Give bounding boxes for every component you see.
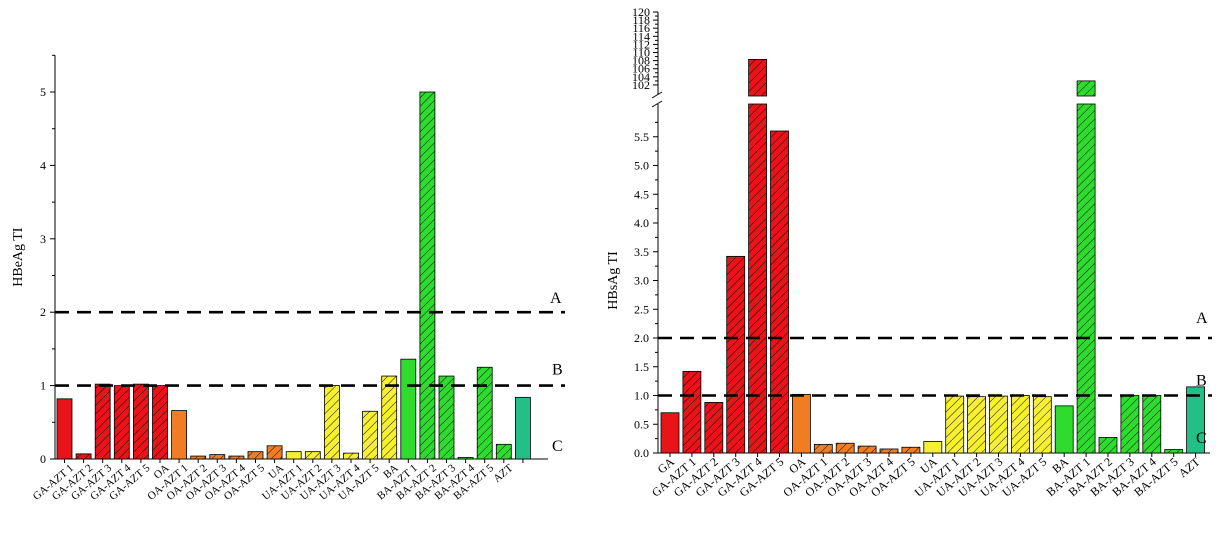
bar-hatch-left-ua-azt-4 [362, 411, 378, 459]
bar-hatch-right-ga-azt-1 [682, 371, 701, 453]
bar-hatch-right-ba-azt-1 [1077, 104, 1096, 453]
y-tick-label: 3.0 [634, 274, 649, 288]
axis-break-mark [651, 100, 663, 108]
y-axis-title: HBsAg TI [606, 251, 621, 310]
bar-hatch-left-ua-azt-1 [305, 451, 321, 459]
reference-label-a: A [1196, 310, 1208, 327]
y-tick-label: 110 [632, 46, 650, 60]
y-tick-label: 0 [40, 452, 46, 466]
bar-hatch-right-oa-azt-2 [836, 443, 855, 453]
y-tick-label: 0.5 [634, 417, 649, 431]
bar-left-ga [56, 398, 73, 460]
bar-hatch-left-oa-azt-1 [190, 456, 206, 459]
y-tick-label: 4.5 [634, 187, 649, 201]
bar-hatch-left-ga-azt-2 [95, 384, 111, 459]
bar-hatch-right-ga-azt-4 [748, 104, 767, 453]
y-tick-label: 2.0 [634, 331, 649, 345]
bar-hatch-left-oa-azt-5 [267, 445, 283, 459]
y-tick-label: 120 [632, 5, 650, 19]
bar-hatch-right-ua-azt-4 [1011, 395, 1030, 453]
bar-hatch-right-ga-azt-5 [770, 131, 789, 453]
y-tick-label: 106 [632, 62, 650, 76]
reference-label-b: B [1196, 373, 1207, 390]
reference-label-b: B [552, 362, 563, 379]
bar-hatch-left-ba-azt-4 [477, 367, 493, 459]
x-tick-label-right: AZT [1176, 454, 1203, 480]
bar-hatch-right-ua-azt-3 [989, 396, 1008, 453]
bar-left-azt [515, 396, 531, 460]
bar-hatch-left-ga-azt-4 [133, 384, 149, 459]
bar-hatch-left-ga-azt-5 [152, 385, 168, 459]
bar-hatch-left-oa-azt-4 [248, 451, 263, 459]
y-tick-label: 102 [632, 78, 650, 92]
bar-hatch-left-ua-azt-5 [381, 376, 397, 459]
y-tick-label: 3.5 [634, 245, 649, 259]
y-tick-label: 104 [632, 70, 650, 84]
bar-left-oa [171, 410, 188, 460]
bar-hatch-left-ba-azt-5 [496, 444, 512, 459]
y-tick-label: 0.0 [634, 446, 649, 460]
bar-hatch-left-ba-azt-1 [419, 92, 435, 459]
y-tick-label: 114 [632, 29, 650, 43]
bar-hatch-right-ba-azt-5 [1164, 449, 1183, 453]
y-tick-label: 2.5 [634, 302, 649, 316]
bar-hatch-right-upper-ga-azt-4 [748, 59, 767, 96]
bar-hatch-left-ua-azt-3 [343, 453, 359, 459]
y-tick-label: 4.0 [634, 216, 649, 230]
y-tick-label: 5.5 [634, 130, 649, 144]
bar-hatch-right-ba-azt-3 [1120, 395, 1139, 453]
bar-hatch-left-oa-azt-2 [209, 454, 225, 459]
y-tick-label: 2 [40, 305, 46, 319]
bar-hatch-right-oa-azt-4 [880, 448, 898, 453]
axis-break-mark [651, 91, 663, 99]
bar-hatch-right-upper-ba-azt-1 [1077, 80, 1096, 96]
bar-hatch-right-ba-azt-4 [1142, 395, 1161, 453]
bar-hatch-left-oa-azt-3 [228, 456, 244, 459]
y-tick-label: 1.0 [634, 389, 649, 403]
bar-hatch-left-ga-azt-1 [76, 453, 92, 459]
reference-label-c: C [552, 438, 563, 455]
y-tick-label: 4 [40, 158, 46, 172]
bar-right-ga [660, 412, 680, 454]
bar-right-oa [792, 393, 811, 454]
bar-left-ba [400, 358, 417, 460]
bar-hatch-right-ua-azt-2 [967, 396, 986, 453]
bar-hatch-left-ga-azt-3 [114, 385, 130, 459]
y-tick-label: 5 [40, 85, 46, 99]
bar-left-ua [285, 451, 302, 460]
bar-hatch-right-oa-azt-5 [901, 447, 920, 453]
reference-label-c: C [1196, 430, 1207, 447]
bar-hatch-right-oa-azt-1 [814, 444, 833, 453]
x-tick-label-left: AZT [491, 462, 515, 485]
y-tick-label: 1 [40, 379, 46, 393]
y-tick-label: 112 [632, 37, 650, 51]
bar-hatch-right-ga-azt-3 [726, 256, 745, 453]
bar-hatch-left-ba-azt-3 [458, 457, 474, 459]
bar-hatch-left-ba-azt-2 [439, 376, 454, 459]
bar-right-ua [923, 441, 943, 454]
bar-hatch-right-ua-azt-1 [945, 396, 964, 453]
bar-hatch-left-ua-azt-2 [324, 385, 340, 459]
y-tick-label: 108 [632, 54, 650, 68]
y-tick-label: 3 [40, 232, 46, 246]
bar-hatch-right-ga-azt-2 [704, 402, 723, 453]
bar-hatch-right-oa-azt-3 [858, 446, 877, 453]
y-tick-label: 116 [632, 21, 650, 35]
bar-hatch-right-ua-azt-5 [1033, 396, 1052, 453]
y-tick-label: 5.0 [634, 159, 649, 173]
reference-label-a: A [550, 290, 562, 307]
y-tick-label: 1.5 [634, 360, 649, 374]
y-axis-title: HBeAg TI [11, 227, 26, 287]
bar-right-ba [1054, 405, 1074, 454]
y-tick-label: 118 [632, 13, 650, 27]
bar-hatch-right-ba-azt-2 [1099, 437, 1117, 453]
